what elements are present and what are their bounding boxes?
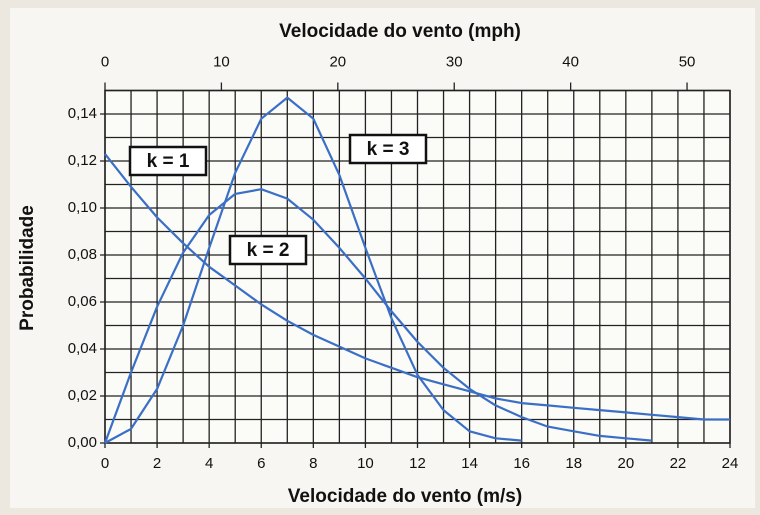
annotation-box: [228, 234, 308, 266]
x-tick-label: 4: [205, 455, 213, 472]
x2-tick-label: 30: [446, 53, 463, 70]
x2-axis-title: Velocidade do vento (mph): [279, 21, 521, 42]
line-series: [103, 188, 652, 444]
x-tick-label: 8: [309, 455, 317, 472]
x-tick-label: 14: [461, 455, 478, 472]
y-tick-label: 0,10: [68, 199, 97, 216]
line-series: [104, 96, 522, 444]
x-axis-title: Velocidade do vento (m/s): [288, 486, 522, 507]
legend-label: k = 3: [367, 139, 410, 160]
x2-tick-label: 40: [562, 53, 579, 70]
x2-tick-label: 50: [679, 53, 696, 70]
y-tick-label: 0,14: [68, 105, 97, 122]
y-tick-label: 0,02: [68, 387, 97, 404]
x-tick-label: 18: [565, 455, 582, 472]
x-tick-label: 16: [513, 455, 530, 472]
y-tick-label: 0,12: [68, 152, 97, 169]
y-tick-label: 0,00: [68, 434, 97, 451]
line-series: [104, 153, 730, 421]
x2-tick-label: 20: [329, 53, 346, 70]
annotation-box: [128, 145, 208, 177]
y-tick-label: 0,06: [68, 293, 97, 310]
x-tick-label: 24: [722, 455, 739, 472]
x-tick-label: 22: [670, 455, 687, 472]
x-tick-label: 2: [153, 455, 161, 472]
y-axis-title: Probabilidade: [17, 205, 38, 331]
annotation-box: [348, 133, 428, 165]
legend-label: k = 2: [247, 240, 290, 261]
y-tick-label: 0,04: [68, 340, 97, 357]
x-tick-label: 20: [617, 455, 634, 472]
x-tick-label: 10: [357, 455, 374, 472]
x-tick-label: 6: [257, 455, 265, 472]
legend-label: k = 1: [147, 151, 190, 172]
x-tick-label: 0: [101, 455, 109, 472]
x2-tick-label: 10: [213, 53, 230, 70]
x2-tick-label: 0: [101, 53, 109, 70]
y-tick-label: 0,08: [68, 246, 97, 263]
x-tick-label: 12: [409, 455, 426, 472]
